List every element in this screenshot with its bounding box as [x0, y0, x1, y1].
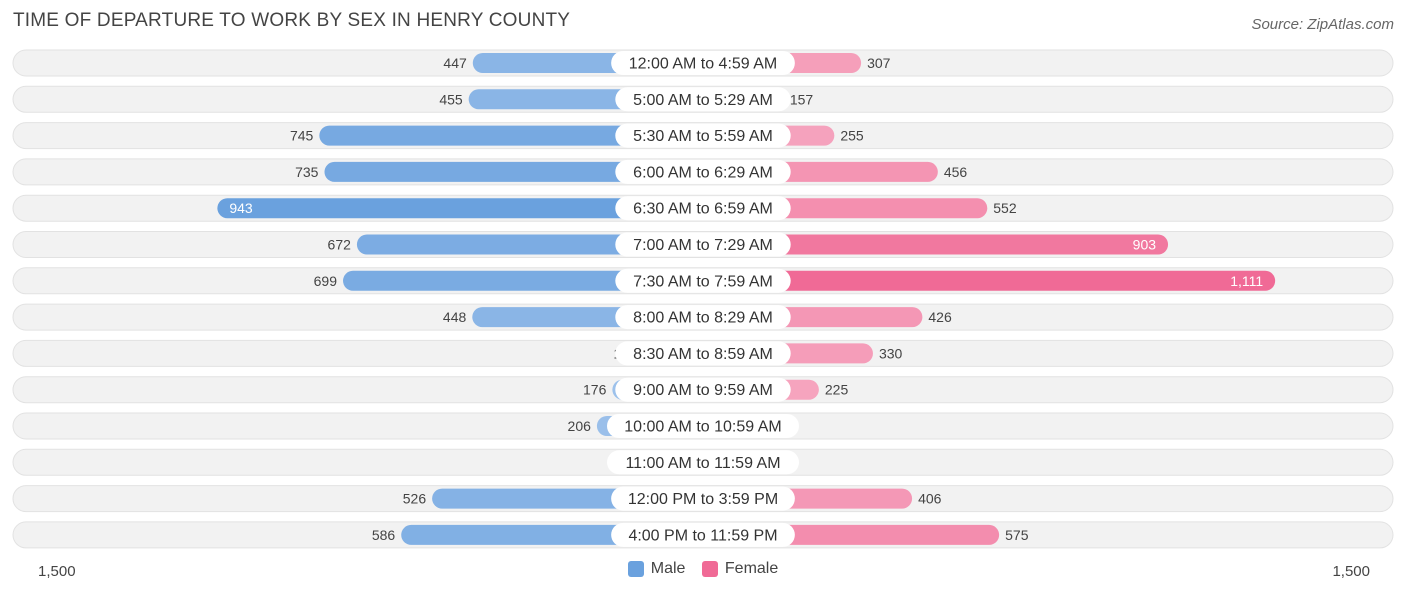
category-label: 8:30 AM to 8:59 AM: [633, 346, 773, 363]
female-value-label: 406: [918, 491, 942, 507]
legend-label-male: Male: [650, 560, 686, 577]
male-value-label: 699: [314, 273, 338, 289]
female-value-label: 575: [1005, 527, 1029, 543]
category-pill: [615, 159, 791, 184]
female-bar: [703, 234, 1169, 255]
category-pill: [611, 522, 795, 547]
male-bar: [319, 125, 703, 146]
female-value-label: 225: [825, 382, 849, 398]
category-label: 12:00 PM to 3:59 PM: [628, 491, 778, 508]
category-pill: [615, 268, 791, 293]
male-value-label: 448: [443, 309, 467, 325]
female-value-label: 255: [840, 128, 864, 144]
category-label: 4:00 PM to 11:59 PM: [628, 527, 777, 544]
category-pill: [615, 196, 791, 221]
category-pill: [607, 450, 799, 475]
male-value-label: 586: [372, 527, 396, 543]
female-value-label: 157: [790, 91, 814, 107]
category-label: 10:00 AM to 10:59 AM: [624, 419, 781, 436]
legend-swatch-female: [701, 561, 718, 577]
category-label: 6:30 AM to 6:59 AM: [633, 201, 773, 218]
category-pill: [611, 51, 795, 75]
category-pill: [615, 341, 791, 366]
chart-title: TIME OF DEPARTURE TO WORK BY SEX IN HENR…: [13, 10, 571, 31]
category-pill: [615, 123, 791, 148]
category-label: 12:00 AM to 4:59 AM: [629, 56, 778, 73]
female-value-label: 552: [993, 200, 1017, 216]
legend-item-female[interactable]: Female: [701, 560, 779, 578]
category-pill: [615, 305, 791, 330]
female-value-label: 456: [944, 164, 968, 180]
category-label: 7:00 AM to 7:29 AM: [633, 237, 773, 254]
axis-left-label: 1,500: [38, 563, 76, 580]
category-label: 6:00 AM to 6:29 AM: [633, 164, 773, 181]
female-value-label: 426: [928, 309, 952, 325]
legend: Male Female: [0, 560, 1406, 582]
male-value-label: 943: [229, 200, 253, 216]
source-label: Source: ZipAtlas.com: [1251, 16, 1394, 33]
male-value-label: 526: [403, 491, 427, 507]
axis-right-label: 1,500: [1332, 563, 1370, 580]
category-pill: [615, 232, 791, 257]
male-value-label: 672: [328, 237, 352, 253]
male-value-label: 206: [568, 418, 592, 434]
male-bar: [217, 198, 704, 219]
category-pill: [615, 87, 791, 112]
category-pill: [607, 414, 799, 438]
category-pill: [615, 377, 791, 402]
female-value-label: 903: [1133, 237, 1157, 253]
female-value-label: 330: [879, 345, 903, 361]
category-label: 5:30 AM to 5:59 AM: [633, 128, 773, 145]
category-label: 7:30 AM to 7:59 AM: [633, 273, 773, 290]
male-bar: [343, 270, 703, 291]
category-label: 9:00 AM to 9:59 AM: [633, 382, 773, 399]
legend-item-male[interactable]: Male: [627, 560, 686, 578]
male-value-label: 735: [295, 164, 319, 180]
male-bar: [324, 161, 703, 182]
male-value-label: 176: [583, 382, 607, 398]
male-value-label: 447: [443, 55, 467, 71]
female-bar: [703, 270, 1276, 291]
legend-swatch-male: [627, 561, 644, 577]
category-label: 11:00 AM to 11:59 AM: [625, 455, 780, 472]
female-value-label: 307: [867, 55, 891, 71]
category-label: 8:00 AM to 8:29 AM: [633, 310, 773, 327]
legend-label-female: Female: [724, 560, 779, 577]
category-label: 5:00 AM to 5:29 AM: [633, 92, 773, 109]
female-value-label: 1,111: [1230, 273, 1263, 289]
male-value-label: 455: [439, 91, 463, 107]
category-pill: [611, 486, 795, 511]
male-value-label: 745: [290, 128, 314, 144]
chart-svg: 447 307 12:00 AM to 4:59 AM 455 157 5:00 AM t…: [12, 49, 1394, 549]
